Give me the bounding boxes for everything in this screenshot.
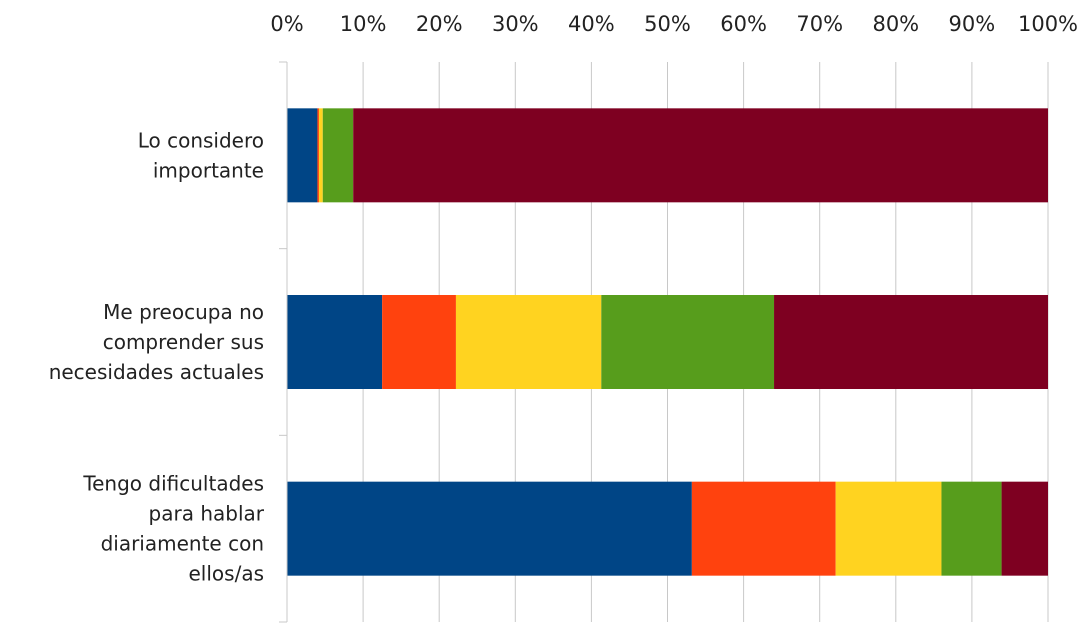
bars [287,108,1048,576]
bar-segment-1-2 [455,295,602,389]
x-tick-label: 10% [340,12,387,36]
bar-segment-1-0 [287,295,383,389]
bar-segment-2-3 [941,481,1002,576]
bar-segment-1-4 [774,295,1048,389]
x-tick-label: 90% [949,12,996,36]
x-tick-label: 0% [270,12,303,36]
category-label-line: para hablar [149,502,265,526]
category-label-line: necesidades actuales [49,360,264,384]
category-label-line: ellos/as [189,562,265,586]
bar-segment-0-3 [322,108,354,203]
bar-segment-0-2 [318,108,323,203]
x-tick-label: 20% [416,12,463,36]
axes [279,61,288,623]
category-label-line: Tengo dificultades [82,472,264,496]
x-tick-label: 80% [872,12,919,36]
bar-segment-2-0 [287,481,692,576]
x-tick-label: 30% [492,12,539,36]
category-label-line: Me preocupa no [103,300,264,324]
bar-segment-2-1 [691,481,836,576]
x-tick-label: 60% [720,12,767,36]
category-label-line: diariamente con [101,532,264,556]
category-label: Me preocupa no comprender sus necesidades … [49,300,264,384]
x-tick-label: 100% [1018,12,1078,36]
category-label: Tengo dificultades para hablar diariamente… [82,472,264,586]
category-label-line: importante [153,158,264,182]
bar-segment-0-4 [353,108,1048,203]
bar-segment-1-3 [601,295,775,389]
x-tick-labels: 0% 10% 20% 30% 40% 50% 60% 70% 80% 90% 100% [270,12,1078,36]
bar-segment-1-1 [382,295,456,389]
x-tick-label: 70% [796,12,843,36]
x-tick-label: 40% [568,12,615,36]
category-label: Lo considero importante [138,128,264,182]
bar-segment-0-0 [287,108,318,203]
x-tick-label: 50% [644,12,691,36]
bar-segment-2-4 [1001,481,1048,576]
category-labels: Lo considero importante Me preocupa no comp… [49,128,265,585]
bar-segment-0-1 [317,108,319,203]
category-label-line: Lo considero [138,128,264,152]
category-label-line: comprender sus [103,330,264,354]
bar-segment-2-2 [835,481,942,576]
